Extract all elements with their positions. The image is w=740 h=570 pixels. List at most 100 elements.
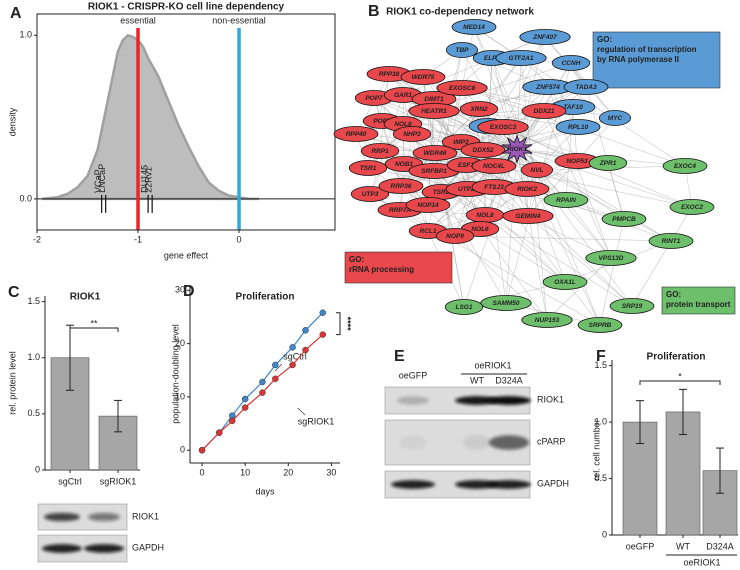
x-tick-label: sgRIOK1 xyxy=(100,476,137,486)
panel-label: B xyxy=(368,3,380,20)
cell-line-label: 22Rv1 xyxy=(144,167,154,193)
plot-frame xyxy=(36,13,336,231)
x-tick-label: WT xyxy=(676,541,690,551)
node xyxy=(519,29,571,45)
edge xyxy=(379,73,390,152)
series-label: sgRIOK1 xyxy=(298,416,335,426)
group-label: oeRIOK1 xyxy=(683,557,720,567)
edge xyxy=(440,86,549,193)
x-tick-label: 30 xyxy=(326,467,336,477)
go-label: regulation of transcription xyxy=(597,45,697,54)
node xyxy=(551,55,591,71)
point xyxy=(259,378,266,386)
lane-group-label: oeRIOK1 xyxy=(474,360,511,370)
network: RIOK1 co-dependency network GO: regulation… xyxy=(333,7,736,333)
edge xyxy=(454,235,672,242)
edge xyxy=(565,199,612,259)
x-tick-label: oeGFP xyxy=(626,541,655,551)
point xyxy=(319,331,327,338)
point xyxy=(272,361,279,369)
node xyxy=(378,178,424,194)
blot-band xyxy=(44,512,80,522)
node xyxy=(436,80,488,96)
node xyxy=(477,119,529,135)
edge xyxy=(473,26,686,167)
node-label: LSG1 xyxy=(456,304,473,311)
x-tick-label: sgCtrl xyxy=(58,476,82,486)
node-label: IMP3 xyxy=(453,139,469,146)
go-label: rRNA processing xyxy=(349,265,414,274)
node xyxy=(408,103,460,119)
panel-label: F xyxy=(596,348,606,365)
node xyxy=(555,119,601,135)
node-label: NOC4L xyxy=(483,163,505,170)
node-label: HEATR1 xyxy=(421,108,447,115)
lane-label: oeGFP xyxy=(399,370,428,380)
y-tick-label: 30 xyxy=(175,285,185,295)
blot-label: GAPDH xyxy=(132,542,164,552)
node-label: NOB1 xyxy=(395,161,413,168)
node xyxy=(521,162,554,178)
node xyxy=(444,299,484,315)
go-label: GO: xyxy=(666,290,681,299)
node-label: NOP53 xyxy=(566,158,588,165)
blot-band xyxy=(487,480,531,489)
node-label: NVL xyxy=(531,167,544,174)
node-label: TSR1 xyxy=(360,165,377,172)
node-label: RRP36 xyxy=(391,183,412,190)
point xyxy=(228,417,236,425)
node-label: EXOSC8 xyxy=(449,85,476,92)
node-label: RCL1 xyxy=(420,228,437,235)
network-title: RIOK1 co-dependency network xyxy=(386,7,534,18)
node-label: XRN2 xyxy=(469,106,488,113)
x-tick-label: 10 xyxy=(240,467,250,477)
node xyxy=(445,42,478,58)
node xyxy=(348,160,388,176)
point xyxy=(289,344,296,351)
node xyxy=(609,298,655,314)
node-label: VPS13D xyxy=(599,255,624,262)
node-label: PMPCB xyxy=(612,216,636,223)
node xyxy=(460,142,506,158)
edge xyxy=(516,148,625,220)
edge xyxy=(599,218,625,326)
x-tick-label: -2 xyxy=(33,234,41,244)
node xyxy=(521,312,573,328)
y-tick-label: 0 xyxy=(602,529,607,539)
node xyxy=(392,126,432,142)
edge xyxy=(461,87,484,151)
y-tick-label: 1.5 xyxy=(27,296,40,306)
node xyxy=(502,208,554,224)
node xyxy=(471,158,517,174)
go-label: GO: xyxy=(349,255,364,264)
node xyxy=(412,145,458,161)
point xyxy=(302,327,309,334)
y-tick-label: 0.0 xyxy=(19,193,32,203)
edge xyxy=(355,133,467,166)
edge xyxy=(546,257,612,321)
node-label: EXOC2 xyxy=(681,204,703,211)
node-label: GTF2A1 xyxy=(509,55,534,62)
node-label: ELP4 xyxy=(484,55,501,62)
node-label: SAMM50 xyxy=(492,300,519,307)
y-tick-label: 10 xyxy=(175,391,185,401)
node-label: SRP19 xyxy=(622,303,643,310)
blot-band xyxy=(42,544,82,553)
go-box xyxy=(592,31,721,89)
node xyxy=(333,126,379,142)
node-label: NOL6 xyxy=(471,226,489,233)
panel-label: E xyxy=(394,348,405,365)
edge xyxy=(478,108,507,304)
node xyxy=(601,211,647,227)
go-label: protein transport xyxy=(666,300,731,309)
node xyxy=(542,274,588,290)
reference-label: essential xyxy=(120,15,156,25)
edge xyxy=(527,215,633,307)
go-label: by RNA polymerase II xyxy=(597,55,679,64)
blot-band xyxy=(487,396,531,405)
node-label: EXOC4 xyxy=(674,163,696,170)
chart-title: Proliferation xyxy=(647,352,706,363)
chart-title: Proliferation xyxy=(236,292,295,303)
node-label: RPAIN xyxy=(556,197,576,204)
node xyxy=(577,317,623,333)
